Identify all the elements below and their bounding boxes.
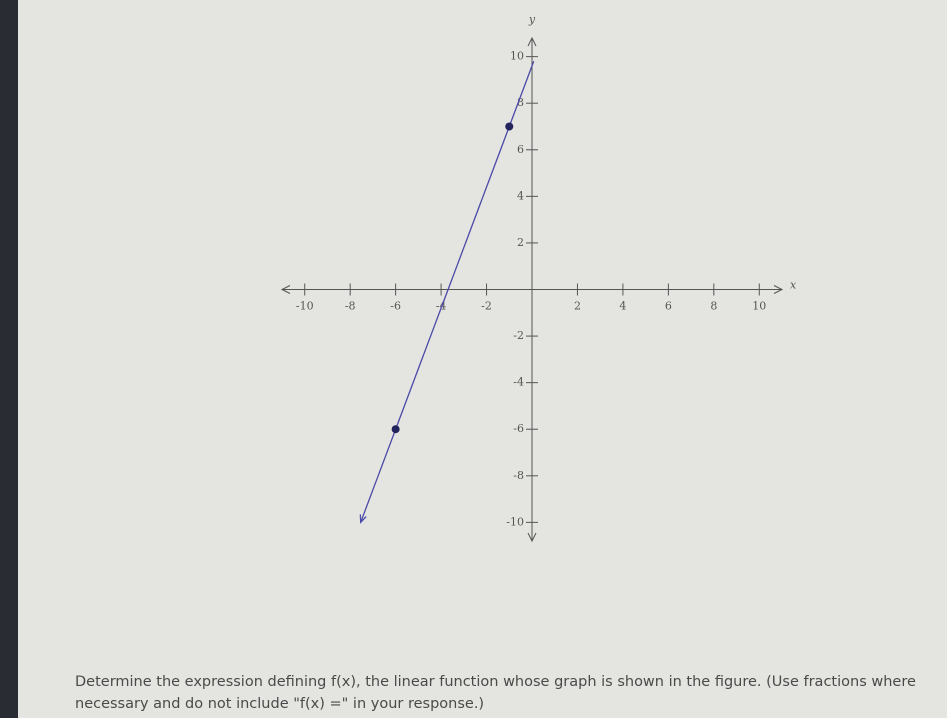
graph: x y -10 -8 -6 -4 -2 2 4 6 8 10 -10 -8 -6 -4 -2 2 4 6 8 10 — [280, 13, 797, 543]
arrow — [280, 285, 291, 294]
y-tick-label: -8 — [513, 469, 524, 482]
question-line: Determine the expression defining f(x), … — [75, 674, 916, 690]
function-line — [360, 61, 535, 523]
x-tick-label: -4 — [436, 300, 447, 313]
point — [391, 425, 400, 434]
content — [18, 0, 947, 718]
x-tick-label: 10 — [752, 300, 766, 313]
y-tick-label: 2 — [517, 236, 524, 249]
line-arrow — [359, 514, 367, 524]
y-tick-label: 4 — [517, 189, 524, 202]
x-tick-label: -2 — [481, 300, 492, 313]
x-tick-label: 8 — [710, 300, 717, 313]
y-axis-label: y — [528, 13, 536, 26]
x-tick-label: -8 — [345, 300, 356, 313]
y-tick-label: -6 — [513, 422, 524, 435]
y-tick-label: -10 — [506, 515, 524, 528]
y-tick-label: -2 — [513, 329, 524, 342]
x-tick-label: 6 — [665, 300, 672, 313]
x-tick-label: -6 — [390, 300, 401, 313]
x-tick-label: 4 — [619, 300, 626, 313]
arrow — [773, 285, 784, 294]
arrow — [527, 532, 537, 543]
x-tick-label: -10 — [296, 300, 314, 313]
y-tick-label: -4 — [513, 376, 524, 389]
y-tick-label: 6 — [517, 143, 524, 156]
arrow — [527, 36, 537, 47]
y-tick-label: 8 — [517, 96, 524, 109]
y-tick-label: 10 — [510, 50, 524, 63]
left-bezel — [0, 0, 18, 718]
x-axis-label: x — [790, 279, 797, 292]
point — [505, 122, 514, 131]
question-line: necessary and do not include "f(x) =" in… — [75, 696, 484, 712]
x-tick-label: 2 — [574, 300, 581, 313]
